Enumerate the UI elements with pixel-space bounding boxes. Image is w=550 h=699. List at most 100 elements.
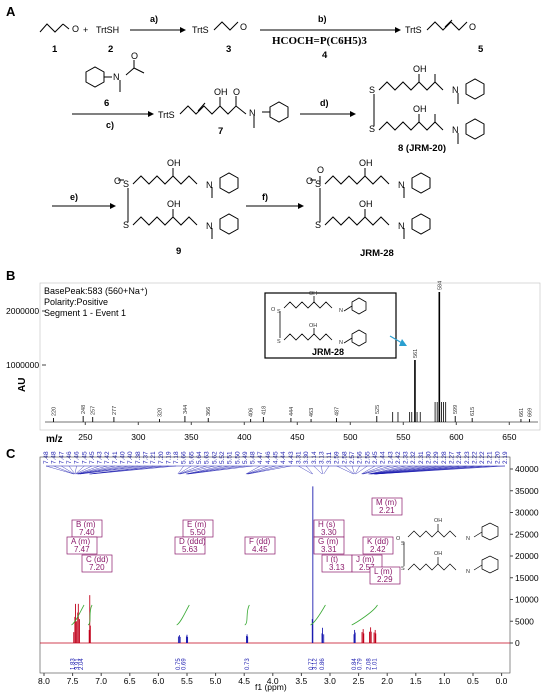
nmr-shift-connector [344,465,355,475]
compound-8-oh1: OH [413,64,427,74]
nmr-integral-2: 2.04 [79,658,85,670]
nmr-shift-connector [75,465,85,475]
nmr-struct-s2: S [401,566,405,572]
ms-peak-label-444: 444 [289,407,295,416]
nmr-ytick-15000: 15000 [515,573,539,583]
nmr-shift-29: 4.46 [265,451,272,464]
compound-jrm28-s2: S [315,220,321,230]
nmr-integral-7: 3.12 [313,658,319,670]
compound-8-s2: S [369,124,375,134]
compound-3-label: 3 [226,44,231,55]
nmr-shift-25: 5.50 [234,451,241,464]
ms-peak-label-463: 463 [309,408,315,417]
compound-jrm28-oh1: OH [359,158,373,168]
compound-6-label: 6 [104,98,109,109]
nmr-xtick-3.0: 3.0 [324,676,336,686]
nmr-shift-connector [178,465,200,475]
nmr-shift-connector [376,465,506,475]
nmr-shift-13: 7.37 [142,451,149,464]
nmr-shift-connector [68,465,76,475]
compound-jrm28-s1: S [315,179,321,189]
nmr-shift-55: 2.23 [464,451,471,464]
nmr-assignment-label-H: H (s) [318,520,336,529]
nmr-assignment-box-M [371,497,403,516]
nmr-shift-connector [79,465,138,475]
nmr-shift-connector [369,465,421,475]
compound-8-n2: N [452,125,459,135]
ms-peak-label-418: 418 [261,406,267,415]
ms-xtick-600: 600 [449,432,463,442]
nmr-assignment-label-I: I (t) [326,555,338,564]
compound-8-n1: N [452,85,459,95]
nmr-ytick-40000: 40000 [515,464,539,474]
nmr-shift-connector [368,465,406,475]
nmr-shift-54: 2.24 [456,451,463,464]
ms-inset-s2: S [277,339,281,345]
nmr-shift-19: 5.65 [188,451,195,464]
nmr-shift-26: 5.49 [242,451,249,464]
nmr-shift-12: 7.38 [135,451,142,464]
nmr-assignment-label-L: L (m) [374,567,393,576]
nmr-integral-4: 0.69 [182,658,188,670]
nmr-shift-40: 2.57 [349,451,356,464]
nmr-shift-28: 4.47 [257,451,264,464]
nmr-assignment-shift-E: 5.50 [190,528,206,537]
nmr-assignment-label-D: D (ddd) [179,537,206,546]
nmr-assignment-label-E: E (m) [187,520,207,529]
compound-6-n: N [113,72,120,82]
nmr-shift-connector [76,465,100,475]
nmr-xlabel: f1 (ppm) [255,682,287,692]
nmr-integral-12: 1.01 [373,658,379,670]
nmr-shift-45: 2.43 [387,451,394,464]
nmr-shift-connector [321,465,323,475]
nmr-integral-curve-4 [310,604,326,626]
nmr-shift-connector [45,465,74,475]
compound-9-oh2: OH [167,199,181,209]
compound-3-chain [213,21,239,31]
nmr-shift-47: 2.33 [403,451,410,464]
ms-info-line3: Segment 1 - Event 1 [44,308,126,318]
nmr-assignment-label-G: G (m) [318,537,339,546]
nmr-integral-3: 0.75 [176,658,182,670]
nmr-integral-curve-0 [71,604,85,626]
nmr-shift-22: 5.62 [211,451,218,464]
ms-inset-n2: N [339,340,343,346]
compound-5-double [444,19,453,28]
compound-3-o: O [240,22,247,32]
nmr-shift-connector [247,465,284,475]
nmr-shift-60: 2.19 [502,451,509,464]
reagent-b: HCOCH=P(C6H5)3 [272,35,367,47]
nmr-shift-27: 5.48 [250,451,257,464]
nmr-xtick-1.5: 1.5 [410,676,422,686]
nmr-assignment-shift-H: 3.30 [321,528,337,537]
nmr-shift-connector [313,465,323,475]
ms-xtick-300: 300 [131,432,145,442]
compound-8-label: 8 (JRM-20) [398,143,446,154]
nmr-integral-5: 0.73 [245,658,251,670]
nmr-assignment-shift-M: 2.21 [379,506,395,515]
ms-xtick-400: 400 [237,432,251,442]
nmr-shift-connector [248,465,291,475]
nmr-shift-2: 7.47 [58,451,65,464]
compound-9-s2: S [123,220,129,230]
nmr-shift-41: 2.56 [357,451,364,464]
ms-ytick-1000000: 1000000 [6,360,39,370]
ms-peak-label-257: 257 [91,406,97,415]
nmr-assignment-label-B: B (m) [76,520,96,529]
ms-peak-label-669: 669 [527,408,533,417]
nmr-shift-37: 3.11 [326,451,333,464]
nmr-shift-1: 7.48 [51,451,58,464]
nmr-shift-0: 7.48 [43,451,50,464]
ms-info-line2: Polarity:Positive [44,297,108,307]
ms-inset-box [264,292,397,359]
arrow-e-head [110,203,116,209]
nmr-shift-11: 7.40 [127,451,134,464]
nmr-shift-49: 2.31 [418,451,425,464]
ms-peak-label-248: 248 [81,405,87,414]
nmr-shift-39: 2.58 [341,451,348,464]
ms-peaks: 220 248 257 277 320 344 366 406 418 444 463 487 525 5… [51,281,533,422]
nmr-yticks: 40000 35000 30000 25000 20000 15000 10000 5000 0 [510,464,539,648]
ms-inset-structure [279,296,367,347]
panel-b-letter: B [6,268,15,283]
nmr-shift-18: 5.66 [181,451,188,464]
